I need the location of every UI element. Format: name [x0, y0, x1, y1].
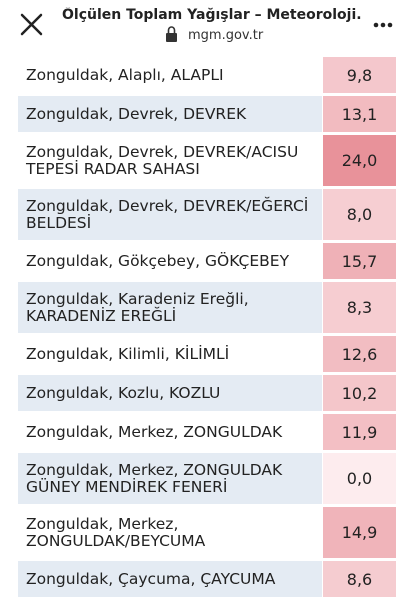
- table-row: Zonguldak, Karadeniz Ereğli, KARADENİZ E…: [18, 282, 396, 333]
- station-name: Zonguldak, Kozlu, KOZLU: [18, 375, 322, 411]
- rainfall-value: 8,0: [322, 189, 396, 240]
- station-name: Zonguldak, Karadeniz Ereğli, KARADENİZ E…: [18, 282, 322, 333]
- rainfall-value: 14,9: [322, 507, 396, 558]
- rainfall-value: 24,0: [322, 135, 396, 186]
- table-row: Zonguldak, Devrek, DEVREK/EĞERCİ BELDESİ…: [18, 189, 396, 240]
- rainfall-value: 11,9: [322, 414, 396, 450]
- table-row: Zonguldak, Kilimli, KİLİMLİ 12,6: [18, 336, 396, 372]
- station-name: Zonguldak, Merkez, ZONGULDAK GÜNEY MENDİ…: [18, 453, 322, 504]
- table-row: Zonguldak, Merkez, ZONGULDAK GÜNEY MENDİ…: [18, 453, 396, 504]
- station-name: Zonguldak, Merkez, ZONGULDAK/BEYCUMA: [18, 507, 322, 558]
- rainfall-value: 10,2: [322, 375, 396, 411]
- table-row: Zonguldak, Kozlu, KOZLU 10,2: [18, 375, 396, 411]
- station-name: Zonguldak, Çaycuma, ÇAYCUMA: [18, 561, 322, 597]
- table-row: Zonguldak, Devrek, DEVREK 13,1: [18, 96, 396, 132]
- table-row: Zonguldak, Merkez, ZONGULDAK/BEYCUMA 14,9: [18, 507, 396, 558]
- header-icons: [20, 13, 393, 42]
- station-name: Zonguldak, Devrek, DEVREK/ACISU TEPESİ R…: [18, 135, 322, 186]
- lock-icon: [166, 26, 177, 42]
- station-name: Zonguldak, Alaplı, ALAPLI: [18, 57, 322, 93]
- more-button[interactable]: [373, 22, 393, 28]
- rainfall-value: 12,6: [322, 336, 396, 372]
- page-url: mgm.gov.tr: [188, 28, 264, 43]
- rainfall-value: 9,8: [322, 57, 396, 93]
- rainfall-value: 8,3: [322, 282, 396, 333]
- station-name: Zonguldak, Devrek, DEVREK: [18, 96, 322, 132]
- rainfall-value: 13,1: [322, 96, 396, 132]
- close-button[interactable]: [20, 13, 43, 36]
- station-name: Zonguldak, Devrek, DEVREK/EĞERCİ BELDESİ: [18, 189, 322, 240]
- station-name: Zonguldak, Merkez, ZONGULDAK: [18, 414, 322, 450]
- station-name: Zonguldak, Gökçebey, GÖKÇEBEY: [18, 243, 322, 279]
- rainfall-value: 0,0: [322, 453, 396, 504]
- browser-header: Ölçülen Toplam Yağışlar – Meteoroloji...…: [0, 0, 404, 54]
- rainfall-value: 15,7: [322, 243, 396, 279]
- table-row: Zonguldak, Gökçebey, GÖKÇEBEY 15,7: [18, 243, 396, 279]
- table-row: Zonguldak, Devrek, DEVREK/ACISU TEPESİ R…: [18, 135, 396, 186]
- rainfall-table: Zonguldak, Alaplı, ALAPLI 9,8 Zonguldak, D…: [18, 57, 396, 600]
- station-name: Zonguldak, Kilimli, KİLİMLİ: [18, 336, 322, 372]
- table-row: Zonguldak, Alaplı, ALAPLI 9,8: [18, 57, 396, 93]
- page-title: Ölçülen Toplam Yağışlar – Meteoroloji...: [62, 7, 362, 23]
- rainfall-value: 8,6: [322, 561, 396, 597]
- table-row: Zonguldak, Çaycuma, ÇAYCUMA 8,6: [18, 561, 396, 597]
- table-row: Zonguldak, Merkez, ZONGULDAK 11,9: [18, 414, 396, 450]
